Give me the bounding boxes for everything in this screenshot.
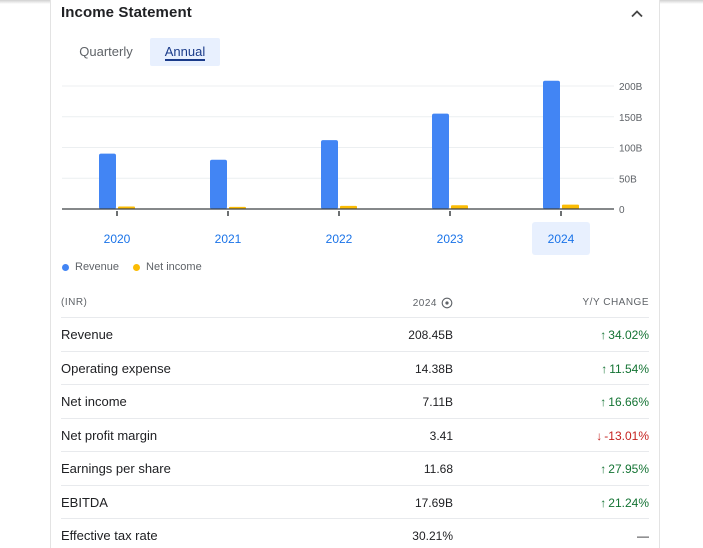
table-row: Net profit margin 3.41 ↓ -13.01%: [61, 419, 649, 452]
selected-year-highlight: [532, 222, 590, 255]
legend-item-net-income: Net income: [133, 261, 202, 273]
row-change-value: 21.24%: [608, 495, 649, 510]
tab-selected-underline: [165, 59, 205, 61]
arrow-up-icon: ↑: [601, 361, 608, 376]
row-change: —: [637, 529, 649, 543]
row-label: Net profit margin: [61, 427, 158, 443]
arrow-up-icon: ↑: [600, 328, 607, 342]
row-value: 14.38B: [414, 361, 453, 376]
yoy-change-header: Y/Y CHANGE: [582, 297, 649, 308]
net-income-bar: [562, 204, 579, 209]
row-value: 7.11B: [422, 395, 453, 409]
row-change: ↑ 11.54%: [601, 362, 649, 376]
row-change-value: -13.01%: [604, 428, 649, 443]
section-title: Income Statement: [61, 4, 192, 21]
legend-label-revenue: Revenue: [75, 261, 120, 273]
row-label: EBITDA: [61, 494, 108, 510]
x-tick-label: 2023: [437, 232, 464, 246]
arrow-up-icon: ↑: [600, 495, 607, 510]
table-header: (INR) 2024 Y/Y CHANGE: [61, 286, 649, 318]
row-value: 17.69B: [414, 495, 453, 510]
row-change-value: 34.02%: [608, 328, 649, 342]
arrow-up-icon: ↑: [600, 462, 607, 476]
x-tick-label: 2024: [548, 232, 575, 246]
revenue-bar: [210, 159, 227, 209]
revenue-bar: [99, 153, 116, 209]
row-change: ↑ 16.66%: [600, 395, 649, 409]
row-value: 11.68: [423, 462, 453, 476]
row-change: ↓ -13.01%: [596, 429, 649, 443]
income-table: (INR) 2024 Y/Y CHANGE Revenue 208.45B ↑ 34.…: [61, 286, 649, 548]
x-tick-label: 2022: [326, 232, 353, 246]
revenue-bar: [432, 113, 449, 209]
net-income-bar: [340, 205, 357, 209]
y-tick-label: 50B: [619, 174, 637, 185]
tab-annual[interactable]: Annual: [150, 38, 220, 66]
chart-legend: Revenue Net income: [62, 261, 216, 273]
table-row: Operating expense 14.38B ↑ 11.54%: [61, 352, 649, 385]
table-row: Earnings per share 11.68 ↑ 27.95%: [61, 452, 649, 486]
legend-item-revenue: Revenue: [62, 261, 119, 273]
row-change-value: 11.54%: [609, 361, 649, 376]
income-chart: 0 50B 100B 150B 200B 2020 2021 2022 2023 2024: [62, 80, 643, 255]
chevron-up-icon[interactable]: [629, 6, 645, 22]
revenue-bar: [543, 80, 560, 209]
legend-dot-revenue: [62, 263, 69, 271]
table-row: EBITDA 17.69B ↑ 21.24%: [61, 486, 649, 519]
info-icon[interactable]: [441, 297, 453, 309]
row-change-value: 16.66%: [608, 395, 649, 409]
row-change: ↑ 34.02%: [600, 328, 649, 342]
legend-dot-net-income: [133, 263, 141, 271]
row-change-value: —: [637, 529, 649, 543]
y-tick-label: 0: [619, 205, 625, 216]
arrow-down-icon: ↓: [596, 428, 603, 443]
row-change: ↑ 21.24%: [600, 496, 649, 510]
x-tick-label: 2020: [104, 232, 131, 246]
year-header: 2024: [413, 297, 453, 309]
row-value: 208.45B: [408, 328, 453, 342]
y-tick-label: 150B: [619, 113, 643, 124]
tab-quarterly[interactable]: Quarterly: [79, 44, 133, 59]
row-value: 30.21%: [412, 529, 453, 543]
y-tick-label: 200B: [619, 82, 643, 93]
year-header-label: 2024: [412, 297, 437, 309]
y-tick-label: 100B: [619, 144, 643, 155]
row-value: 3.41: [429, 428, 453, 443]
row-change: ↑ 27.95%: [600, 462, 649, 476]
row-label: Revenue: [61, 327, 114, 342]
table-row: Effective tax rate 30.21% —: [61, 519, 649, 548]
legend-label-net-income: Net income: [146, 261, 202, 273]
net-income-bar: [451, 205, 468, 209]
row-label: Net income: [61, 394, 127, 409]
row-label: Operating expense: [61, 360, 171, 376]
tab-annual-label: Annual: [164, 44, 206, 59]
table-row: Net income 7.11B ↑ 16.66%: [61, 385, 649, 419]
x-tick-label: 2021: [215, 232, 242, 246]
currency-header: (INR): [61, 297, 88, 308]
revenue-bar: [321, 140, 338, 209]
table-row: Revenue 208.45B ↑ 34.02%: [61, 318, 649, 352]
row-change-value: 27.95%: [608, 462, 649, 476]
arrow-up-icon: ↑: [600, 395, 607, 409]
row-label: Effective tax rate: [61, 528, 158, 543]
row-label: Earnings per share: [61, 461, 171, 476]
